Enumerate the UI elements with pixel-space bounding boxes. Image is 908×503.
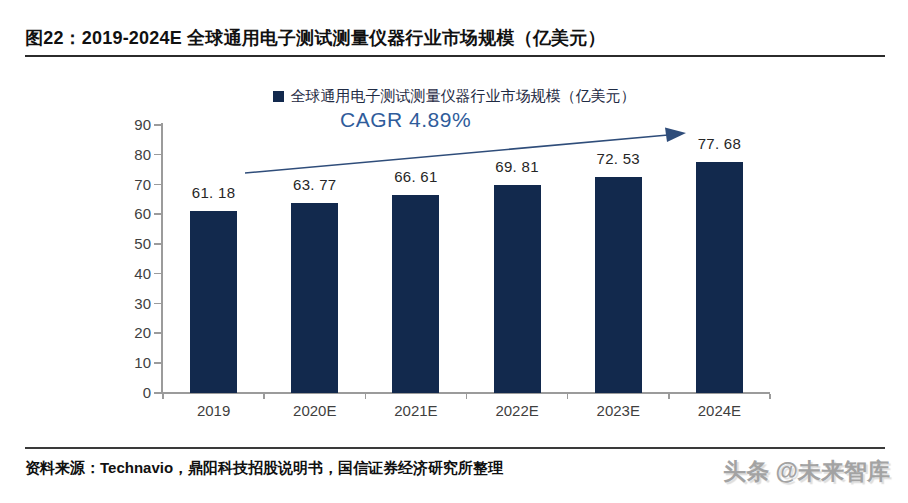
y-axis-label: 90 [111, 116, 151, 133]
category-label: 2020E [270, 402, 360, 419]
y-tick [154, 154, 161, 156]
watermark: 头条 @未来智库 [723, 456, 890, 487]
value-label: 72. 53 [573, 150, 663, 167]
footer-divider [25, 447, 885, 449]
y-axis-label: 10 [111, 354, 151, 371]
bar [494, 185, 541, 393]
bar [291, 203, 338, 393]
y-axis-label: 50 [111, 235, 151, 252]
value-label: 69. 81 [472, 158, 562, 175]
bar [392, 195, 439, 393]
y-tick [154, 184, 161, 186]
y-axis-label: 40 [111, 265, 151, 282]
y-tick [154, 332, 161, 334]
x-tick [162, 394, 164, 399]
y-axis-label: 70 [111, 176, 151, 193]
y-tick [154, 303, 161, 305]
y-tick [154, 362, 161, 364]
bar [595, 177, 642, 393]
x-tick [668, 394, 670, 399]
category-label: 2022E [472, 402, 562, 419]
x-tick [263, 394, 265, 399]
x-tick [365, 394, 367, 399]
y-axis-label: 20 [111, 324, 151, 341]
x-tick [466, 394, 468, 399]
y-tick [154, 124, 161, 126]
source-note: 资料来源：Technavio，鼎阳科技招股说明书，国信证券经济研究所整理 [25, 459, 503, 478]
y-axis-label: 80 [111, 146, 151, 163]
value-label: 66. 61 [371, 168, 461, 185]
y-axis-label: 0 [111, 384, 151, 401]
plot-area: 0 10 20 30 40 50 60 70 80 90 61. 18 2019 63. 77 2020E… [0, 0, 908, 503]
y-axis-label: 60 [111, 205, 151, 222]
bar [696, 162, 743, 393]
y-tick [154, 392, 161, 394]
bar [190, 211, 237, 393]
y-tick [154, 213, 161, 215]
value-label: 77. 68 [674, 135, 764, 152]
value-label: 61. 18 [169, 184, 259, 201]
category-label: 2024E [674, 402, 764, 419]
value-label: 63. 77 [270, 176, 360, 193]
y-tick [154, 273, 161, 275]
category-label: 2021E [371, 402, 461, 419]
y-axis-label: 30 [111, 295, 151, 312]
y-tick [154, 243, 161, 245]
y-axis-line [161, 123, 163, 393]
x-tick [567, 394, 569, 399]
figure: 图22：2019-2024E 全球通用电子测试测量仪器行业市场规模（亿美元） 全… [0, 0, 908, 503]
category-label: 2023E [573, 402, 663, 419]
x-tick [769, 394, 771, 399]
category-label: 2019 [169, 402, 259, 419]
